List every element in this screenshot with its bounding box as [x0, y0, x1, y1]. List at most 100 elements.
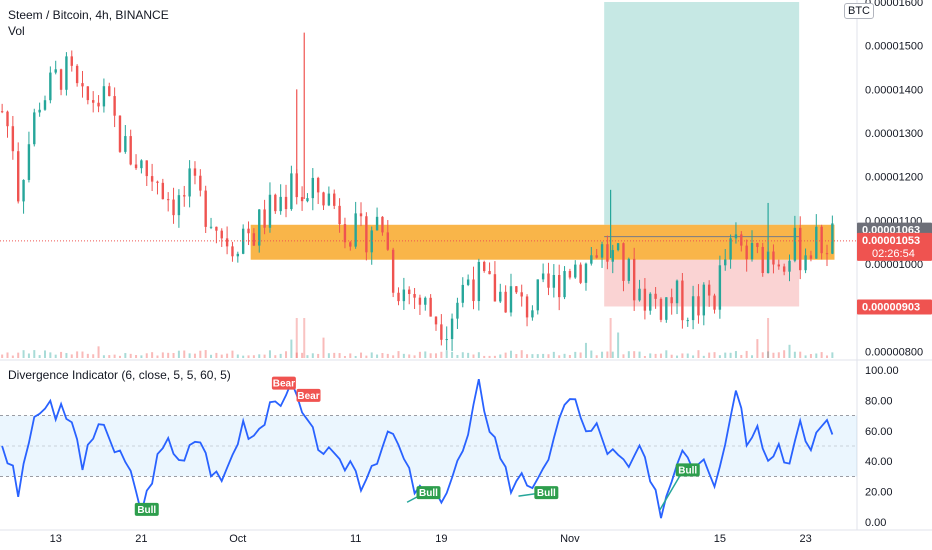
volume-spike	[295, 318, 298, 358]
volume-bar	[445, 350, 448, 358]
candle-body	[327, 193, 331, 206]
oscillator-tick-label: 100.00	[865, 365, 899, 377]
candle-body	[713, 295, 716, 310]
candle-body	[11, 126, 15, 152]
volume-bar	[681, 353, 684, 358]
bear-label-bg	[271, 376, 296, 390]
candle-body	[166, 199, 170, 201]
candle-body	[236, 253, 240, 257]
candle-body	[579, 264, 582, 283]
volume-bar	[317, 353, 320, 358]
volume-bar	[601, 351, 604, 358]
bull-label-bg	[675, 463, 700, 477]
price-label: 0.00001053	[862, 235, 920, 247]
currency-badge[interactable]: BTC	[844, 3, 874, 19]
volume-bar	[322, 337, 325, 358]
volume-bar	[654, 353, 657, 358]
volume-bar	[472, 354, 475, 358]
volume-bar	[135, 355, 138, 358]
volume-bar	[397, 351, 400, 358]
volume-bar	[124, 353, 127, 358]
volume-bar	[686, 353, 689, 358]
candle-body	[209, 226, 213, 228]
candle-body	[333, 193, 336, 206]
candle-body	[825, 253, 829, 255]
time-tick-label: 19	[435, 533, 447, 545]
volume-bar	[349, 353, 352, 358]
candle-body	[17, 151, 20, 202]
bull-label: Bull	[537, 488, 556, 499]
volume-bar	[542, 353, 545, 358]
volume-spike	[609, 318, 612, 358]
candle-body	[777, 264, 780, 267]
volume-bar	[263, 354, 266, 358]
price-label: 0.00000903	[862, 301, 920, 313]
time-tick-label: 11	[350, 533, 361, 545]
candle-body	[557, 274, 561, 298]
candle-body	[306, 198, 309, 202]
candle-body	[118, 115, 122, 152]
candle-body	[434, 316, 438, 325]
candle-body	[799, 227, 802, 271]
candle-body	[199, 175, 202, 191]
volume-bar	[376, 354, 379, 358]
volume-bar	[799, 351, 802, 358]
volume-bar	[584, 342, 587, 358]
volume-bar	[65, 353, 68, 358]
candle-body	[322, 192, 325, 206]
volume-bar	[22, 350, 25, 358]
time-tick-label: 13	[50, 533, 62, 545]
bear-label: Bear	[273, 379, 295, 390]
volume-bar	[333, 352, 336, 358]
volume-bar	[279, 353, 282, 358]
candle-body	[429, 297, 432, 317]
volume-bar	[145, 353, 148, 358]
candle-body	[274, 194, 277, 212]
volume-bar	[659, 353, 662, 358]
candle-body	[247, 228, 250, 234]
candle-body	[541, 273, 545, 280]
symbol-legend: Steem / Bitcoin, 4h, BINANCE	[8, 8, 169, 22]
bull-label: Bull	[137, 505, 156, 516]
candle-body	[129, 136, 132, 165]
bull-label-bg	[534, 486, 559, 500]
candle-body	[338, 205, 341, 225]
volume-bar	[97, 346, 100, 358]
candle-body	[188, 168, 191, 197]
candle-body	[638, 288, 641, 301]
volume-bar	[188, 353, 191, 358]
oscillator-tick-label: 0.00	[865, 517, 886, 529]
volume-bar	[558, 355, 561, 358]
volume-bar	[258, 354, 261, 358]
candle-body	[488, 271, 491, 275]
volume-bar	[285, 351, 288, 358]
candle-body	[547, 273, 550, 288]
candle-body	[734, 234, 738, 239]
candle-body	[461, 284, 464, 303]
volume-bar	[793, 351, 796, 358]
price-label-bg	[857, 299, 932, 315]
candle-body	[686, 320, 689, 322]
candle-body	[670, 297, 673, 304]
volume-bar	[413, 355, 416, 358]
candle-body	[531, 310, 534, 318]
oscillator-tick-label: 60.00	[865, 426, 893, 438]
volume-bar	[92, 354, 95, 358]
candle-body	[499, 291, 502, 302]
volume-bar	[434, 353, 437, 358]
candle-body	[220, 230, 223, 239]
candle-body	[215, 226, 218, 231]
volume-bar	[354, 355, 357, 358]
volume-bar	[649, 353, 652, 358]
stop-loss-zone	[604, 259, 800, 307]
candle-body	[804, 255, 807, 271]
candle-body	[520, 292, 523, 297]
candle-body	[740, 234, 743, 246]
countdown-label: 02:26:54	[872, 248, 915, 260]
candle-body	[659, 298, 663, 320]
volume-bar	[151, 352, 154, 358]
candle-body	[649, 293, 652, 311]
volume-bar	[161, 352, 164, 358]
oscillator-tick-label: 40.00	[865, 456, 893, 468]
